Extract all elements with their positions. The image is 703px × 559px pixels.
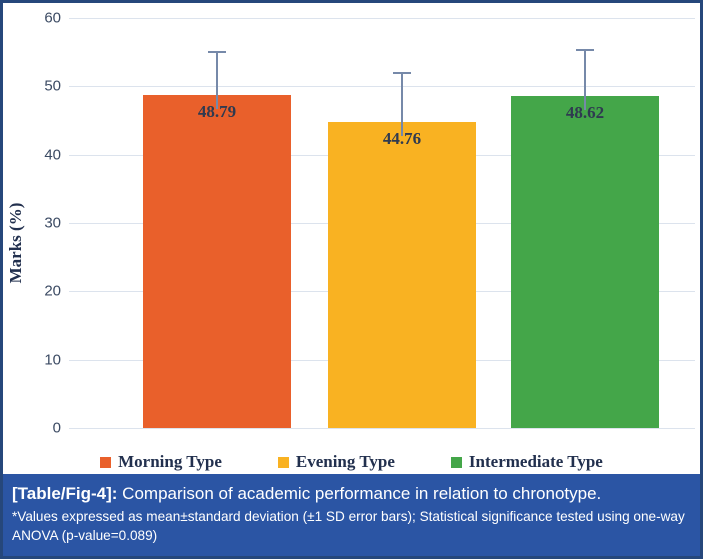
caption-figure-label: [Table/Fig-4]: <box>12 484 118 503</box>
y-tick-label-50: 50 <box>44 77 61 95</box>
gridline-y-60 <box>69 18 695 19</box>
error-bar-cap <box>393 72 411 75</box>
legend-item-morning-type: Morning Type <box>100 452 222 472</box>
legend: Morning Type Evening Type Intermediate Typ… <box>3 452 700 472</box>
y-tick-label-20: 20 <box>44 282 61 300</box>
y-tick-label-60: 60 <box>44 9 61 27</box>
legend-label: Evening Type <box>295 452 395 471</box>
legend-swatch-icon <box>450 456 462 468</box>
legend-item-intermediate-type: Intermediate Type <box>450 452 603 472</box>
legend-swatch-icon <box>277 456 289 468</box>
bar-value-label: 44.76 <box>382 129 422 149</box>
error-bar-line <box>401 72 403 137</box>
error-bar-cap <box>208 50 226 53</box>
bar-intermediate-type: 48.62 <box>511 95 659 428</box>
error-bar-line <box>584 49 586 110</box>
error-bar-line <box>216 50 218 109</box>
y-tick-label-10: 10 <box>44 351 61 369</box>
gridline-y-50 <box>69 86 695 88</box>
legend-swatch-icon <box>100 456 112 468</box>
legend-label: Morning Type <box>118 452 222 471</box>
legend-item-evening-type: Evening Type <box>277 452 395 472</box>
chart-area: Marks (%) 0 10 20 30 40 50 60 48.79 44.76 48.62 … <box>3 3 700 475</box>
gridline-y-0 <box>69 428 695 429</box>
caption-box: [Table/Fig-4]: Comparison of academic pe… <box>3 474 700 556</box>
caption-title-text: Comparison of academic performance in re… <box>117 484 602 503</box>
bar-value-label: 48.62 <box>565 102 605 122</box>
caption-note: *Values expressed as mean±standard devia… <box>12 509 685 544</box>
y-tick-label-0: 0 <box>52 419 61 437</box>
bar-evening-type: 44.76 <box>328 122 476 428</box>
bar-value-label: 48.79 <box>197 101 237 121</box>
y-tick-label-40: 40 <box>44 146 61 164</box>
bar-morning-type: 48.79 <box>143 94 291 428</box>
caption-title: [Table/Fig-4]: Comparison of academic pe… <box>12 483 691 504</box>
legend-label: Intermediate Type <box>468 452 603 471</box>
error-bar-cap <box>576 49 594 52</box>
y-tick-label-30: 30 <box>44 214 61 232</box>
